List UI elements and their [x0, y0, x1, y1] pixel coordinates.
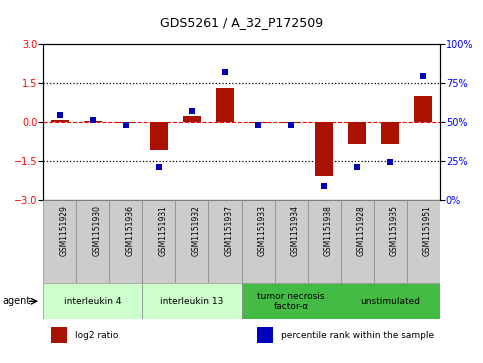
- Bar: [257, 327, 273, 343]
- Text: log2 ratio: log2 ratio: [75, 331, 118, 340]
- Bar: [76, 200, 110, 283]
- Bar: [341, 283, 440, 319]
- Text: interleukin 13: interleukin 13: [160, 297, 224, 306]
- Bar: [51, 327, 67, 343]
- Point: [221, 69, 229, 74]
- Point: [386, 159, 394, 165]
- Text: tumor necrosis
factor-α: tumor necrosis factor-α: [257, 291, 325, 311]
- Point: [287, 122, 295, 128]
- Bar: [348, 122, 366, 144]
- Text: GDS5261 / A_32_P172509: GDS5261 / A_32_P172509: [160, 16, 323, 29]
- Bar: [282, 122, 300, 123]
- Bar: [407, 200, 440, 283]
- Bar: [249, 122, 267, 123]
- Bar: [209, 200, 242, 283]
- Bar: [242, 283, 341, 319]
- Bar: [242, 200, 274, 283]
- Text: GSM1151937: GSM1151937: [225, 205, 234, 257]
- Bar: [117, 122, 135, 123]
- Point: [353, 164, 361, 170]
- Text: GSM1151934: GSM1151934: [291, 205, 300, 257]
- Text: GSM1151931: GSM1151931: [159, 205, 168, 256]
- Bar: [51, 120, 69, 122]
- Text: GSM1151938: GSM1151938: [324, 205, 333, 256]
- Text: agent: agent: [2, 296, 30, 306]
- Bar: [308, 200, 341, 283]
- Bar: [43, 200, 76, 283]
- Point: [254, 122, 262, 128]
- Bar: [274, 200, 308, 283]
- Bar: [315, 122, 333, 176]
- Bar: [341, 200, 373, 283]
- Bar: [414, 95, 432, 122]
- Bar: [84, 121, 102, 122]
- Text: GSM1151951: GSM1151951: [423, 205, 432, 256]
- Bar: [216, 88, 234, 122]
- Text: interleukin 4: interleukin 4: [64, 297, 122, 306]
- Text: percentile rank within the sample: percentile rank within the sample: [281, 331, 434, 340]
- Text: GSM1151935: GSM1151935: [390, 205, 399, 257]
- Text: GSM1151929: GSM1151929: [60, 205, 69, 256]
- Point: [320, 183, 328, 188]
- Point: [188, 108, 196, 114]
- Text: GSM1151933: GSM1151933: [258, 205, 267, 257]
- Point: [122, 122, 130, 128]
- Bar: [381, 122, 399, 144]
- Bar: [43, 283, 142, 319]
- Point: [155, 164, 163, 170]
- Text: GSM1151930: GSM1151930: [93, 205, 102, 257]
- Text: unstimulated: unstimulated: [360, 297, 420, 306]
- Bar: [142, 200, 175, 283]
- Bar: [175, 200, 209, 283]
- Bar: [142, 283, 242, 319]
- Point: [419, 73, 427, 79]
- Text: GSM1151932: GSM1151932: [192, 205, 201, 256]
- Bar: [150, 122, 168, 150]
- Bar: [373, 200, 407, 283]
- Text: GSM1151936: GSM1151936: [126, 205, 135, 257]
- Bar: [110, 200, 142, 283]
- Text: GSM1151928: GSM1151928: [357, 205, 366, 256]
- Point: [89, 117, 97, 123]
- Bar: [183, 117, 201, 122]
- Point: [56, 113, 64, 118]
